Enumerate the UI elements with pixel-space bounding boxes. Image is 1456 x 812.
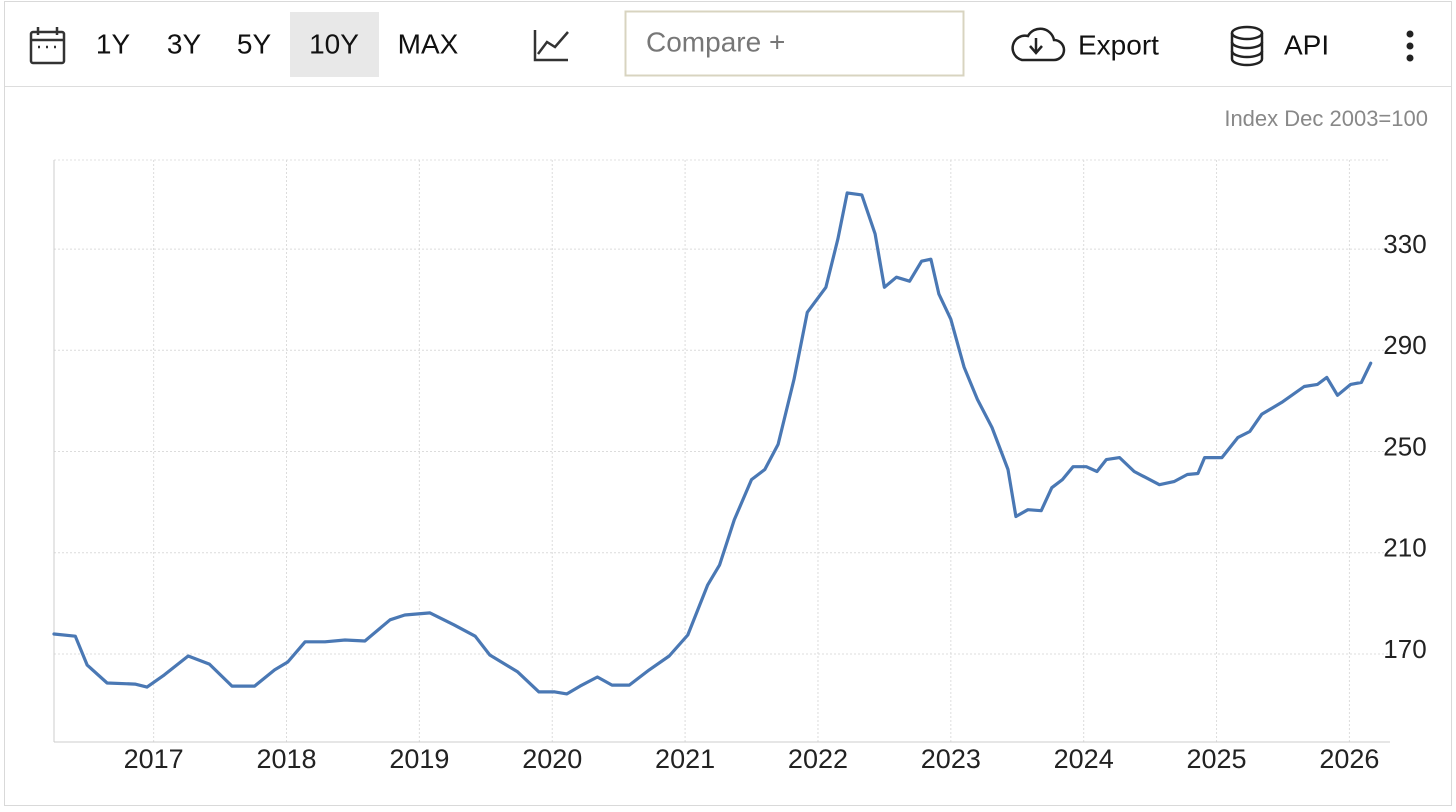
y-tick-label: 210 bbox=[1383, 533, 1426, 563]
x-tick-label: 2022 bbox=[788, 744, 848, 774]
y-tick-label: 290 bbox=[1383, 330, 1426, 360]
calendar-icon[interactable] bbox=[29, 27, 66, 65]
x-tick-label: 2019 bbox=[389, 744, 449, 774]
x-tick-label: 2017 bbox=[124, 744, 184, 774]
more-menu[interactable] bbox=[1406, 30, 1414, 62]
x-tick-label: 2018 bbox=[256, 744, 316, 774]
chart-type-icon[interactable] bbox=[533, 30, 569, 62]
export-icon[interactable] bbox=[1011, 27, 1066, 62]
x-tick-label: 2025 bbox=[1187, 744, 1247, 774]
frame bbox=[4, 1, 1452, 806]
x-tick-label: 2020 bbox=[522, 744, 582, 774]
selected-range-bg bbox=[290, 12, 379, 77]
range-button[interactable]: 10Y bbox=[309, 28, 359, 59]
range-button[interactable]: MAX bbox=[398, 28, 459, 59]
compare-placeholder[interactable]: Compare + bbox=[646, 26, 785, 57]
y-tick-label: 250 bbox=[1383, 431, 1426, 461]
compare-input[interactable] bbox=[624, 10, 965, 77]
api-button[interactable]: API bbox=[1284, 29, 1329, 60]
x-tick-label: 2021 bbox=[655, 744, 715, 774]
x-tick-label: 2024 bbox=[1054, 744, 1114, 774]
api-icon[interactable] bbox=[1230, 25, 1264, 67]
range-button[interactable]: 1Y bbox=[96, 28, 131, 59]
y-tick-label: 170 bbox=[1383, 634, 1426, 664]
y-tick-label: 330 bbox=[1383, 229, 1426, 259]
range-button[interactable]: 3Y bbox=[167, 28, 202, 59]
range-button[interactable]: 5Y bbox=[237, 28, 272, 59]
unit-label: Index Dec 2003=100 bbox=[1224, 106, 1428, 131]
data-line bbox=[52, 191, 1373, 696]
export-button[interactable]: Export bbox=[1078, 29, 1159, 60]
x-tick-label: 2023 bbox=[921, 744, 981, 774]
x-tick-label: 2026 bbox=[1319, 744, 1379, 774]
